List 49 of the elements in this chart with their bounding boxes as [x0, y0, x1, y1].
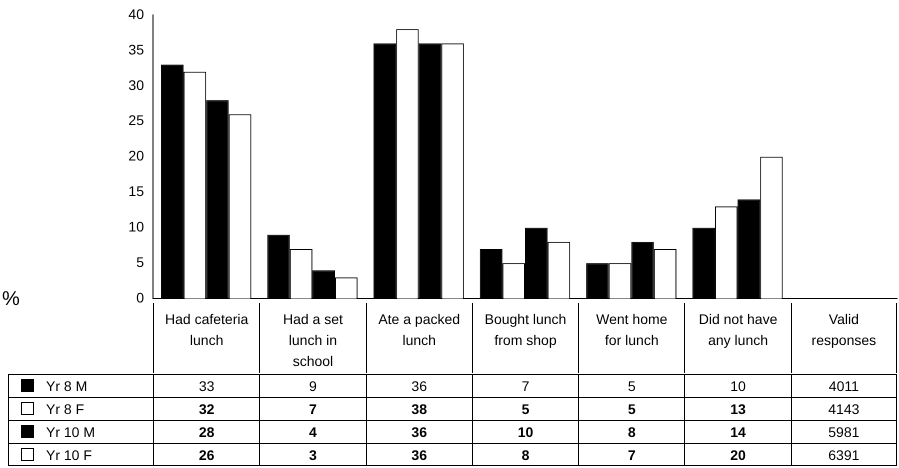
- data-label: 32: [153, 397, 260, 420]
- data-label: 10: [684, 374, 791, 397]
- x-tick-label: Had cafeteria lunch: [153, 303, 260, 373]
- y-tick-label: 10: [128, 218, 144, 235]
- text: 4011: [828, 378, 859, 394]
- data-label: 20: [684, 443, 791, 466]
- y-tick-label: 15: [128, 183, 144, 200]
- data-label: 7: [259, 397, 366, 420]
- text: 4143: [828, 401, 860, 417]
- data-label: 28: [153, 420, 260, 443]
- x-tick-label: Ate a packed lunch: [366, 303, 472, 373]
- data-label: 5: [578, 374, 684, 397]
- data-label: 36: [366, 374, 472, 397]
- data-label: 3: [259, 443, 366, 466]
- data-label: 8: [472, 443, 578, 466]
- data-label: 14: [684, 420, 791, 443]
- data-label: 9: [259, 374, 366, 397]
- legend-label: Yr 8 M: [8, 374, 153, 397]
- legend-label: Yr 10 F: [8, 443, 153, 466]
- data-label: 10: [472, 420, 578, 443]
- x-tick-label: Went home for lunch: [578, 303, 684, 373]
- data-label: 33: [153, 374, 260, 397]
- x-tick-label: Had a set lunch in school: [259, 303, 366, 373]
- legend-label: Yr 8 F: [8, 397, 153, 420]
- data-label: 38: [366, 397, 472, 420]
- y-tick-label: 35: [128, 41, 144, 58]
- text: 6391: [828, 447, 860, 463]
- x-tick-label: Valid responses: [790, 303, 897, 373]
- text: 5981: [828, 424, 860, 440]
- data-label: 7: [472, 374, 578, 397]
- data-label: 36: [366, 443, 472, 466]
- text: %: [2, 288, 20, 311]
- data-label: 5: [578, 397, 684, 420]
- y-tick-label: 25: [128, 112, 144, 128]
- data-label: 36: [366, 420, 472, 443]
- data-label: 8: [578, 420, 684, 443]
- y-tick-label: 20: [128, 148, 144, 164]
- y-tick-label: 40: [128, 6, 144, 22]
- data-label: 13: [684, 397, 791, 420]
- legend-label: Yr 10 M: [8, 420, 153, 443]
- data-label: 7: [578, 443, 684, 466]
- x-tick-label: Did not have any lunch: [684, 303, 791, 373]
- x-tick-label: Bought lunch from shop: [472, 303, 578, 373]
- y-tick-label: 0: [136, 289, 144, 306]
- y-tick-label: 30: [128, 76, 144, 93]
- y-tick-label: 5: [136, 254, 144, 270]
- data-label: 5: [472, 397, 578, 420]
- data-label: 4: [259, 420, 366, 443]
- data-label: 26: [153, 443, 260, 466]
